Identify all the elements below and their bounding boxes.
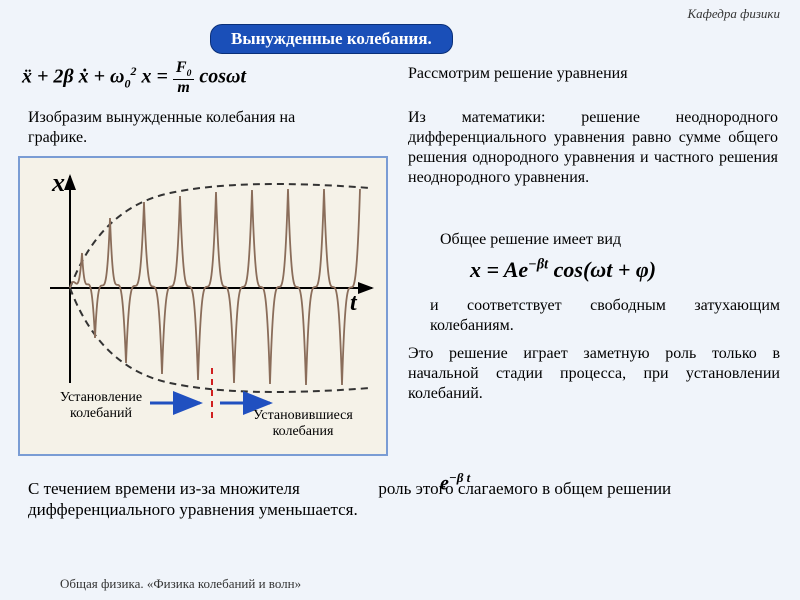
free-damped-note: и соответствует свободным затухающим кол… <box>430 296 780 336</box>
axis-label-x: x <box>52 168 65 198</box>
dept-header: Кафедра физики <box>687 6 780 22</box>
bottom-para-a: С течением времени из-за множителя <box>28 479 300 498</box>
axis-label-t: t <box>350 290 357 317</box>
initial-stage-note: Это решение играет заметную роль только … <box>408 344 780 404</box>
math-explanation: Из математики: решение неоднородного диф… <box>408 108 778 188</box>
consider-solution: Рассмотрим решение уравнения <box>408 64 768 84</box>
page-title: Вынужденные колебания. <box>210 24 453 54</box>
caption-graph-intro: Изобразим вынужденные колебания на графи… <box>28 108 348 148</box>
bottom-paragraph: С течением времени из-за множителя роль … <box>28 478 778 521</box>
caption-establishing: Установление колебаний <box>46 390 156 422</box>
footer-text: Общая физика. «Физика колебаний и волн» <box>60 576 301 592</box>
main-equation: ẍ + 2β ẋ + ω02 x = F0m cosωt <box>22 60 246 96</box>
oscillation-chart: x t Установление колебаний Установившиес… <box>18 156 388 456</box>
multiplier-expression: e−β t <box>440 470 470 497</box>
caption-steady: Установившиеся колебания <box>238 408 368 440</box>
solution-equation: x = Ae−βt cos(ωt + φ) <box>470 256 656 284</box>
envelope-bottom <box>70 288 370 392</box>
general-solution-label: Общее решение имеет вид <box>440 230 770 250</box>
